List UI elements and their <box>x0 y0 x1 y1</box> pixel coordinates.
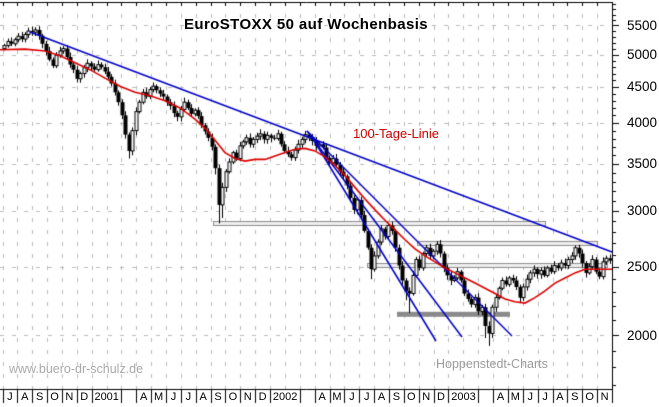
x-axis-month-label: A <box>21 391 29 403</box>
x-axis-month-label: N <box>243 391 252 403</box>
x-axis-month-label: S <box>571 391 579 403</box>
x-axis-month-label: J <box>363 391 370 403</box>
x-axis-month-label: N <box>422 391 431 403</box>
x-axis-month-label: J <box>349 391 355 403</box>
x-axis-month-label: S <box>392 391 401 403</box>
chart-title: EuroSTOXX 50 auf Wochenbasis <box>183 16 429 33</box>
chart-credit: Hoppenstedt-Charts <box>436 357 548 371</box>
x-axis-year-label: 2003 <box>451 391 476 403</box>
x-axis-year-label: 2002 <box>272 391 298 403</box>
x-axis-month-label: J <box>527 391 533 403</box>
y-axis-label: 3500 <box>627 156 658 172</box>
x-axis-month-label: A <box>556 391 564 403</box>
x-axis-month-label: S <box>214 391 222 403</box>
x-axis-month-label: O <box>585 391 594 403</box>
y-axis-label: 4500 <box>627 79 658 95</box>
x-axis-month-label: D <box>258 391 267 403</box>
x-axis-month-label: A <box>199 391 207 403</box>
y-axis-label: 5000 <box>627 47 658 63</box>
x-axis-month-label: O <box>407 391 416 403</box>
x-axis-month-label: J <box>185 391 192 403</box>
x-axis-month-label: A <box>140 391 148 403</box>
x-axis-month-label: A <box>318 391 326 403</box>
y-axis-label: 3000 <box>627 203 658 219</box>
ma-line-label: 100-Tage-Linie <box>353 126 440 141</box>
x-axis-month-label: M <box>153 391 164 403</box>
x-axis-month-label: J <box>7 391 13 403</box>
x-axis-month-label: S <box>35 391 44 403</box>
x-axis-month-label: M <box>332 391 342 403</box>
y-axis-label: 2500 <box>627 259 658 275</box>
x-axis-year-label: 2001 <box>94 391 119 403</box>
watermark: www.buero-dr-schulz.de <box>9 362 144 376</box>
x-axis-month-label: O <box>228 391 238 403</box>
x-axis-month-label: A <box>377 391 386 403</box>
x-axis-month-label: O <box>50 391 59 403</box>
y-axis-label: 5500 <box>627 17 658 33</box>
x-axis-month-label: A <box>496 391 505 403</box>
x-axis-month-label: J <box>170 391 177 403</box>
y-axis-label: 2000 <box>627 327 658 343</box>
x-axis-month-label: M <box>510 391 520 403</box>
x-axis-month-label: N <box>65 391 74 403</box>
x-axis-month-label: N <box>600 391 609 403</box>
x-axis-month-label: J <box>542 391 548 403</box>
x-axis-month-label: D <box>437 391 446 403</box>
y-axis-label: 4000 <box>627 115 658 131</box>
x-axis-month-label: D <box>80 391 89 403</box>
